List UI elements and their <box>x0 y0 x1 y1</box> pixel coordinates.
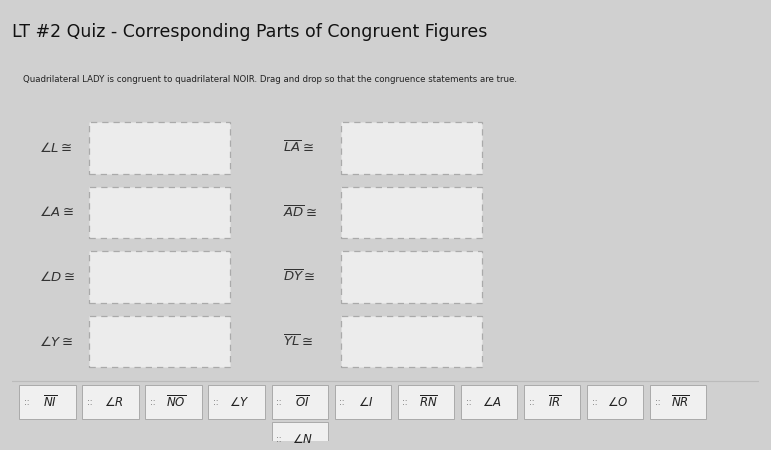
Bar <box>461 385 517 419</box>
Bar <box>89 316 230 368</box>
Text: $\overline{AD} \cong$: $\overline{AD} \cong$ <box>283 205 318 220</box>
Text: $\angle R$: $\angle R$ <box>103 396 123 409</box>
Bar <box>342 316 482 368</box>
Bar <box>208 385 264 419</box>
Bar <box>89 122 230 174</box>
Text: $\overline{NI}$: $\overline{NI}$ <box>43 395 58 410</box>
Bar <box>650 385 706 419</box>
Bar <box>342 122 482 174</box>
Text: LT #2 Quiz - Corresponding Parts of Congruent Figures: LT #2 Quiz - Corresponding Parts of Cong… <box>12 23 487 41</box>
Text: $\overline{IR}$: $\overline{IR}$ <box>548 395 561 410</box>
Bar <box>89 251 230 303</box>
Text: $\overline{DY} \cong$: $\overline{DY} \cong$ <box>283 270 315 285</box>
Text: $\angle A$: $\angle A$ <box>482 396 502 409</box>
Text: ::: :: <box>529 398 534 407</box>
Text: ::: :: <box>214 398 219 407</box>
Text: ::: :: <box>339 398 345 407</box>
Bar <box>524 385 580 419</box>
Bar <box>146 385 202 419</box>
Text: ::: :: <box>276 398 282 407</box>
Bar <box>271 422 328 450</box>
Text: ::: :: <box>276 435 282 444</box>
Text: ::: :: <box>150 398 156 407</box>
Text: $\overline{OI}$: $\overline{OI}$ <box>295 395 310 410</box>
Text: $\overline{NO}$: $\overline{NO}$ <box>167 395 187 410</box>
Text: $\angle L \cong$: $\angle L \cong$ <box>39 141 72 155</box>
Text: ::: :: <box>591 398 597 407</box>
Bar <box>335 385 391 419</box>
Bar <box>89 187 230 239</box>
Bar <box>587 385 643 419</box>
Text: $\overline{LA} \cong$: $\overline{LA} \cong$ <box>283 140 314 156</box>
Bar <box>82 385 139 419</box>
Bar <box>342 187 482 239</box>
Text: $\angle D \cong$: $\angle D \cong$ <box>39 270 75 284</box>
Text: ::: :: <box>655 398 660 407</box>
Bar <box>398 385 454 419</box>
Text: $\overline{YL} \cong$: $\overline{YL} \cong$ <box>283 334 313 349</box>
Text: ::: :: <box>24 398 29 407</box>
Bar <box>271 385 328 419</box>
Text: $\angle N$: $\angle N$ <box>292 432 313 446</box>
Text: ::: :: <box>87 398 93 407</box>
Text: $\overline{NR}$: $\overline{NR}$ <box>672 395 690 410</box>
Text: $\angle O$: $\angle O$ <box>607 396 628 409</box>
Bar <box>19 385 76 419</box>
Text: ::: :: <box>402 398 408 407</box>
Text: Quadrilateral LADY is congruent to quadrilateral NOIR. Drag and drop so that the: Quadrilateral LADY is congruent to quadr… <box>23 76 517 85</box>
Text: $\angle I$: $\angle I$ <box>358 396 373 409</box>
Text: $\angle Y \cong$: $\angle Y \cong$ <box>39 335 73 349</box>
Text: $\angle A \cong$: $\angle A \cong$ <box>39 206 74 220</box>
Text: $\overline{RN}$: $\overline{RN}$ <box>419 395 438 410</box>
Bar <box>342 251 482 303</box>
Text: ::: :: <box>466 398 471 407</box>
Text: $\angle Y$: $\angle Y$ <box>229 396 250 409</box>
